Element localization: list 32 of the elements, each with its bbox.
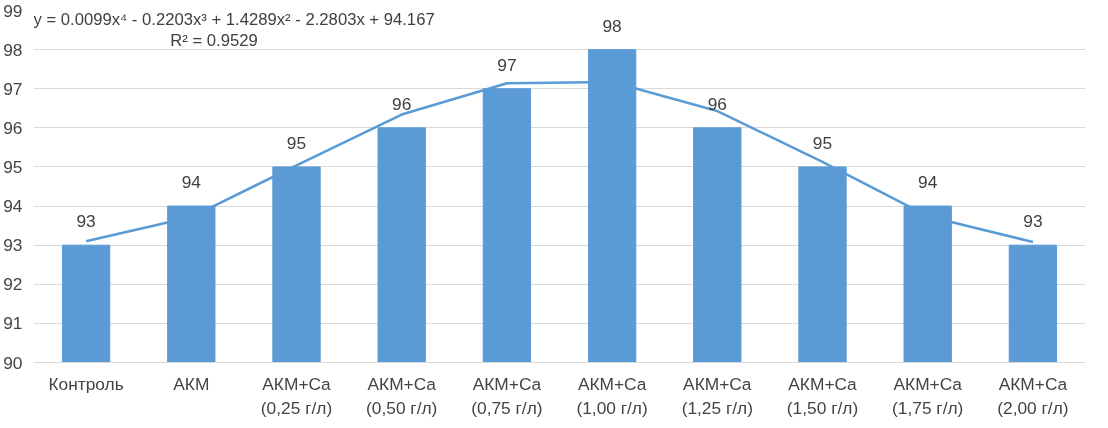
x-tick-label: Контроль — [48, 373, 124, 394]
x-tick-label: АКМ+Ca (1,75 г/л) — [892, 373, 964, 418]
y-tick-label: 95 — [3, 156, 23, 177]
y-tick-label: 93 — [3, 235, 23, 256]
annotation: R² = 0.9529 — [170, 31, 258, 51]
y-tick-label: 90 — [3, 352, 23, 373]
data-label: 96 — [392, 93, 412, 114]
data-label: 93 — [1023, 211, 1043, 232]
y-tick-label: 96 — [3, 117, 23, 138]
annotation: y = 0.0099x⁴ - 0.2203x³ + 1.4289x² - 2.2803x + 94.167 — [33, 9, 435, 29]
y-tick-label: 92 — [3, 274, 23, 295]
data-label: 94 — [918, 172, 938, 193]
x-tick-label: АКМ+Ca (0,50 г/л) — [366, 373, 438, 418]
y-tick-label: 99 — [3, 0, 23, 21]
x-tick-label: АКМ+Ca (1,50 г/л) — [786, 373, 859, 418]
data-label: 95 — [286, 132, 307, 153]
x-tick-label: АКМ+Ca (2,00 г/л) — [997, 373, 1069, 418]
y-tick-label: 98 — [3, 39, 23, 60]
y-tick-label: 97 — [3, 78, 23, 99]
data-label: 97 — [497, 54, 517, 75]
x-tick-label: АКМ+Ca (1,25 г/л) — [681, 373, 753, 418]
data-label: 96 — [707, 93, 727, 114]
data-label: 94 — [181, 172, 202, 193]
data-label: 93 — [76, 211, 96, 232]
x-tick-label: АКМ+Ca (1,00 г/л) — [576, 373, 648, 418]
x-tick-label: АКМ — [173, 373, 210, 394]
y-tick-label: 91 — [3, 313, 23, 334]
x-tick-label: АКМ+Ca (0,75 г/л) — [471, 373, 543, 418]
data-label: 95 — [812, 132, 833, 153]
x-tick-label: АКМ+Ca (0,25 г/л) — [260, 373, 333, 418]
y-tick-label: 94 — [3, 196, 23, 217]
data-label: 98 — [602, 15, 622, 36]
